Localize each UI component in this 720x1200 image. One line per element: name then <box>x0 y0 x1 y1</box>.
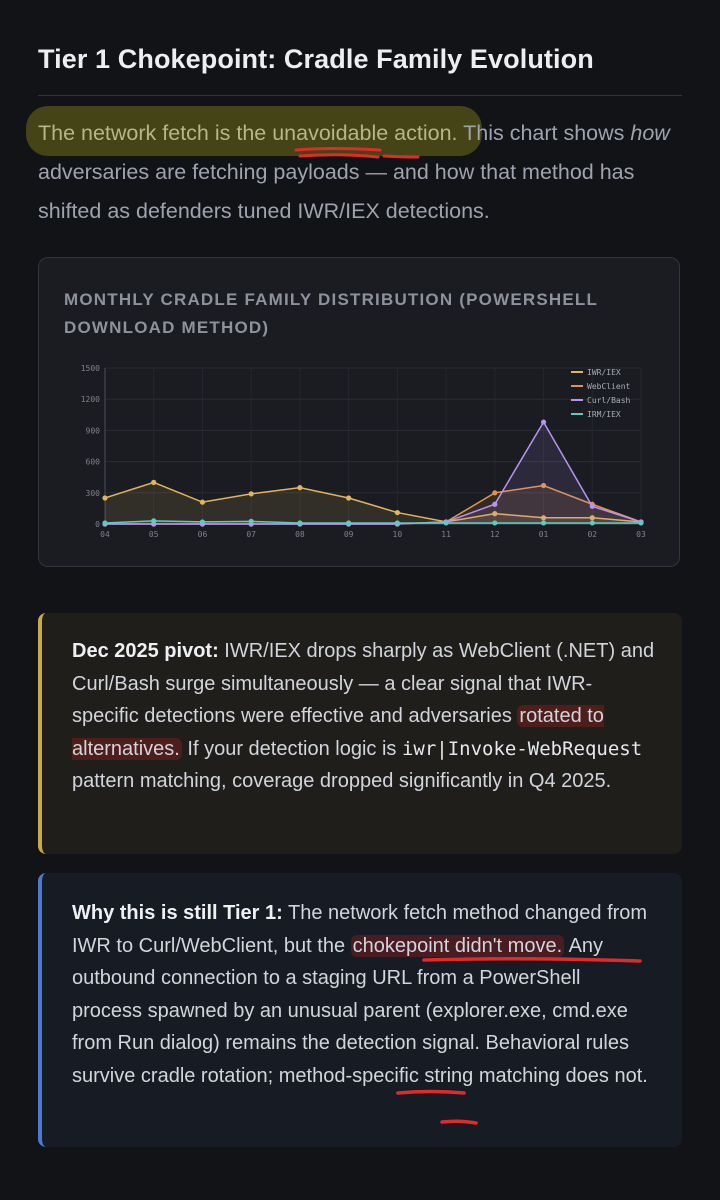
x-tick-label: 02 <box>587 530 597 539</box>
callout-tier-heading: Why this is still Tier 1: <box>72 902 283 924</box>
legend-label: IWR/IEX <box>587 368 621 377</box>
data-point <box>346 495 352 501</box>
data-point <box>589 520 595 526</box>
y-tick-label: 1500 <box>81 364 100 373</box>
section-title: Tier 1 Chokepoint: Cradle Family Evoluti… <box>38 44 594 74</box>
data-point <box>589 503 595 509</box>
series-area-webclient <box>105 485 641 524</box>
legend-label: WebClient <box>587 382 631 391</box>
data-point <box>443 520 449 526</box>
callout-pivot-code: iwr|Invoke-WebRequest <box>401 737 643 760</box>
callout-tier-highlight: chokepoint didn't move. <box>350 934 565 957</box>
data-point <box>589 515 595 521</box>
data-point <box>102 520 108 526</box>
data-point <box>492 490 498 496</box>
data-point <box>297 520 303 526</box>
data-point <box>394 509 400 516</box>
legend-label: Curl/Bash <box>587 396 631 405</box>
callout-pivot-heading: Dec 2025 pivot: <box>72 640 219 662</box>
intro-highlighted-text: The network fetch is the unavoidable act… <box>38 121 458 145</box>
x-tick-label: 09 <box>344 530 354 539</box>
x-tick-label: 04 <box>100 530 110 539</box>
x-tick-label: 08 <box>295 530 305 539</box>
callout-tier-text-2: Any outbound connection to a staging URL… <box>72 934 648 1087</box>
x-tick-label: 07 <box>246 530 256 539</box>
data-point <box>540 520 547 526</box>
callout-dec-2025-pivot: Dec 2025 pivot: IWR/IEX drops sharply as… <box>38 613 682 854</box>
data-point <box>394 520 400 526</box>
x-tick-label: 06 <box>198 530 208 539</box>
intro-paragraph: The network fetch is the unavoidable act… <box>38 114 688 231</box>
callout-why-tier-1: Why this is still Tier 1: The network fe… <box>38 873 682 1147</box>
data-point <box>199 499 206 505</box>
data-point <box>346 520 352 526</box>
cradle-family-line-chart: 0 300 600 900 1200 1500 04 05 06 07 08 09 10 11 12 01 02… <box>81 364 646 539</box>
data-point <box>492 501 498 507</box>
series-area-curl-bash <box>105 422 641 524</box>
series-line-curl-bash <box>105 420 642 525</box>
x-tick-label: 10 <box>393 530 403 539</box>
data-point <box>248 491 254 497</box>
y-tick-label: 0 <box>95 520 100 529</box>
intro-emphasis: how <box>630 121 670 145</box>
title-divider <box>38 95 682 96</box>
callout-pivot-text-1: IWR/IEX drops sharply as WebClient (.NET… <box>72 640 655 727</box>
y-tick-label: 300 <box>86 489 101 498</box>
data-point <box>540 515 547 521</box>
y-tick-label: 1200 <box>81 395 100 404</box>
data-point <box>638 520 644 526</box>
x-tick-label: 11 <box>441 530 451 539</box>
callout-tier-text-1: The network fetch method changed from IW… <box>72 902 648 957</box>
data-point <box>297 485 303 491</box>
data-point <box>248 518 254 524</box>
data-point <box>492 511 498 517</box>
legend-label: IRM/IEX <box>587 410 621 419</box>
x-tick-label: 12 <box>490 530 500 539</box>
data-point <box>102 495 108 501</box>
series-line-iwr-iex <box>104 481 642 523</box>
y-tick-label: 900 <box>86 426 101 435</box>
x-tick-label: 05 <box>149 530 159 539</box>
data-point <box>540 419 547 425</box>
intro-text-2: adversaries are fetching payloads — and … <box>38 160 635 223</box>
series-area-iwr-iex <box>105 482 641 524</box>
data-point <box>492 520 498 526</box>
data-point <box>199 519 206 525</box>
x-tick-label: 03 <box>636 530 646 539</box>
callout-pivot-text-3: pattern matching, coverage dropped signi… <box>72 770 612 792</box>
intro-text-1: This chart shows <box>457 121 631 145</box>
chart-card: MONTHLY CRADLE FAMILY DISTRIBUTION (POWE… <box>38 257 680 567</box>
data-point <box>151 479 157 485</box>
series-line-irm-iex <box>104 520 641 524</box>
data-point <box>151 518 157 524</box>
y-tick-label: 600 <box>86 458 101 467</box>
x-tick-label: 01 <box>539 530 549 539</box>
chart-title: MONTHLY CRADLE FAMILY DISTRIBUTION (POWE… <box>64 290 598 337</box>
data-point <box>540 482 547 489</box>
callout-pivot-text-2: If your detection logic is <box>181 737 402 760</box>
